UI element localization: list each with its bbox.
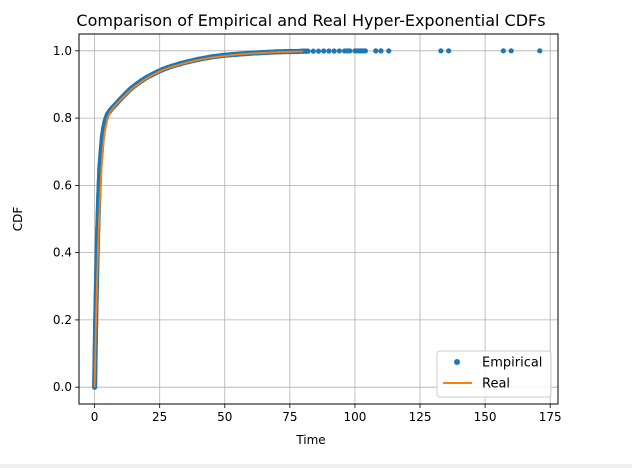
legend-label-real: Real [482, 377, 510, 392]
y-tick-label: 1.0 [53, 44, 72, 58]
x-tick-label: 125 [409, 410, 432, 424]
x-tick-label: 175 [539, 410, 562, 424]
plot-area [92, 48, 543, 390]
empirical-point [321, 48, 327, 54]
real-cdf-line [93, 50, 303, 388]
x-tick-label: 75 [282, 410, 297, 424]
y-tick-label: 0.6 [53, 178, 72, 192]
empirical-point [315, 48, 322, 54]
chart-title: Comparison of Empirical and Real Hyper-E… [76, 11, 545, 30]
y-tick-label: 0.0 [53, 380, 72, 394]
empirical-point [305, 48, 311, 54]
empirical-point [347, 48, 353, 54]
x-tick-label: 0 [91, 410, 99, 424]
axes-frame [78, 33, 559, 405]
empirical-point [500, 48, 506, 54]
y-tick-label: 0.2 [53, 313, 72, 327]
legend-marker-empirical [454, 359, 460, 365]
bottom-strip [0, 464, 632, 468]
empirical-point [446, 48, 452, 54]
empirical-point [362, 48, 368, 54]
empirical-point [326, 48, 332, 54]
empirical-point [378, 48, 384, 54]
legend-box [436, 350, 552, 398]
empirical-point [331, 48, 337, 54]
y-tick-label: 0.8 [53, 111, 72, 125]
empirical-point [336, 48, 342, 54]
x-tick-label: 25 [152, 410, 167, 424]
empirical-point [386, 48, 392, 54]
x-tick-label: 150 [474, 410, 497, 424]
empirical-point [537, 48, 543, 54]
x-axis-label: Time [295, 433, 325, 447]
empirical-point [508, 48, 514, 54]
legend: Empirical Real [436, 350, 552, 398]
y-axis-label: CDF [11, 207, 25, 232]
empirical-point [300, 48, 306, 54]
x-tick-label: 50 [217, 410, 232, 424]
empirical-point [438, 48, 444, 54]
empirical-point [92, 384, 98, 390]
empirical-point [373, 48, 379, 54]
empirical-point [310, 48, 316, 54]
x-tick-label: 100 [343, 410, 366, 424]
y-axis-ticks: 0.0 0.2 0.4 0.6 0.8 1.0 [53, 44, 79, 394]
x-axis-ticks: 0 25 50 75 100 125 150 175 [91, 404, 562, 424]
y-tick-label: 0.4 [53, 246, 72, 260]
legend-label-empirical: Empirical [482, 356, 542, 371]
